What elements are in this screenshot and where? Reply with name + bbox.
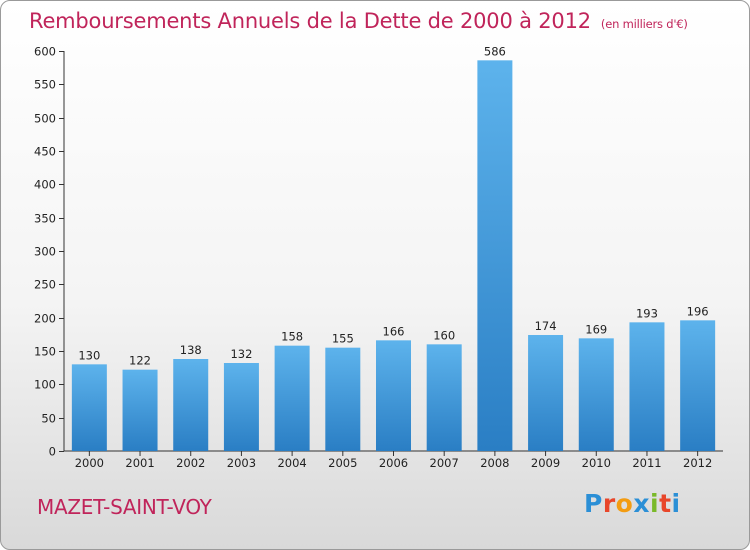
y-tick-label: 150 [34,345,56,359]
y-tick-label: 350 [34,212,56,226]
bar [528,335,564,451]
bar [223,363,259,451]
chart-title: Remboursements Annuels de la Dette de 20… [29,9,688,33]
bar [71,364,107,451]
bar-value-label: 132 [230,347,252,361]
y-tick-label: 50 [41,412,56,426]
y-tick-label: 400 [34,178,56,192]
y-tick-label: 450 [34,145,56,159]
logo-letter: r [602,489,616,518]
bar [578,338,614,451]
logo-letter: x [633,489,650,518]
bar [274,345,310,451]
x-tick-label: 2010 [582,456,611,470]
x-tick-label: 2004 [277,456,306,470]
x-tick-label: 2003 [227,456,256,470]
y-tick-label: 250 [34,278,56,292]
bar-value-label: 122 [129,354,151,368]
bar [426,344,462,451]
proxiti-logo: Proxiti [584,489,681,518]
bar-value-label: 158 [281,330,303,344]
bar-value-label: 174 [535,319,557,333]
logo-letter: i [671,489,681,518]
logo-letter: t [659,489,672,518]
bar [477,60,513,451]
y-tick-label: 200 [34,312,56,326]
bar [629,322,665,451]
logo-letter: o [615,489,634,518]
bar-value-label: 166 [383,324,405,338]
logo-letter: i [650,489,660,518]
y-tick-label: 300 [34,245,56,259]
chart-title-text: Remboursements Annuels de la Dette de 20… [29,9,591,33]
bar-value-label: 130 [78,348,100,362]
y-tick-label: 600 [34,45,56,59]
bar [325,347,361,451]
bar [680,320,716,451]
logo-letter: P [584,489,603,518]
x-tick-label: 2005 [328,456,357,470]
x-tick-label: 2009 [531,456,560,470]
x-tick-label: 2011 [632,456,661,470]
commune-name: MAZET-SAINT-VOY [37,495,212,519]
y-tick-label: 550 [34,78,56,92]
bar-value-label: 155 [332,332,354,346]
x-tick-label: 2008 [480,456,509,470]
bar-value-label: 193 [636,306,658,320]
bar [173,359,209,451]
bar-value-label: 160 [433,328,455,342]
x-tick-label: 2007 [430,456,459,470]
x-tick-label: 2000 [75,456,104,470]
x-tick-label: 2012 [683,456,712,470]
bar [376,340,411,451]
y-tick-label: 100 [34,378,56,392]
bar [122,369,158,451]
bar-value-label: 586 [484,44,506,58]
bar-value-label: 138 [180,343,202,357]
y-tick-label: 500 [34,112,56,126]
bar-value-label: 169 [585,322,607,336]
x-tick-label: 2002 [176,456,205,470]
bar-value-label: 196 [687,304,709,318]
x-tick-label: 2001 [125,456,154,470]
y-tick-label: 0 [49,445,56,459]
x-tick-label: 2006 [379,456,408,470]
chart-unit: (en milliers d'€) [600,17,688,31]
